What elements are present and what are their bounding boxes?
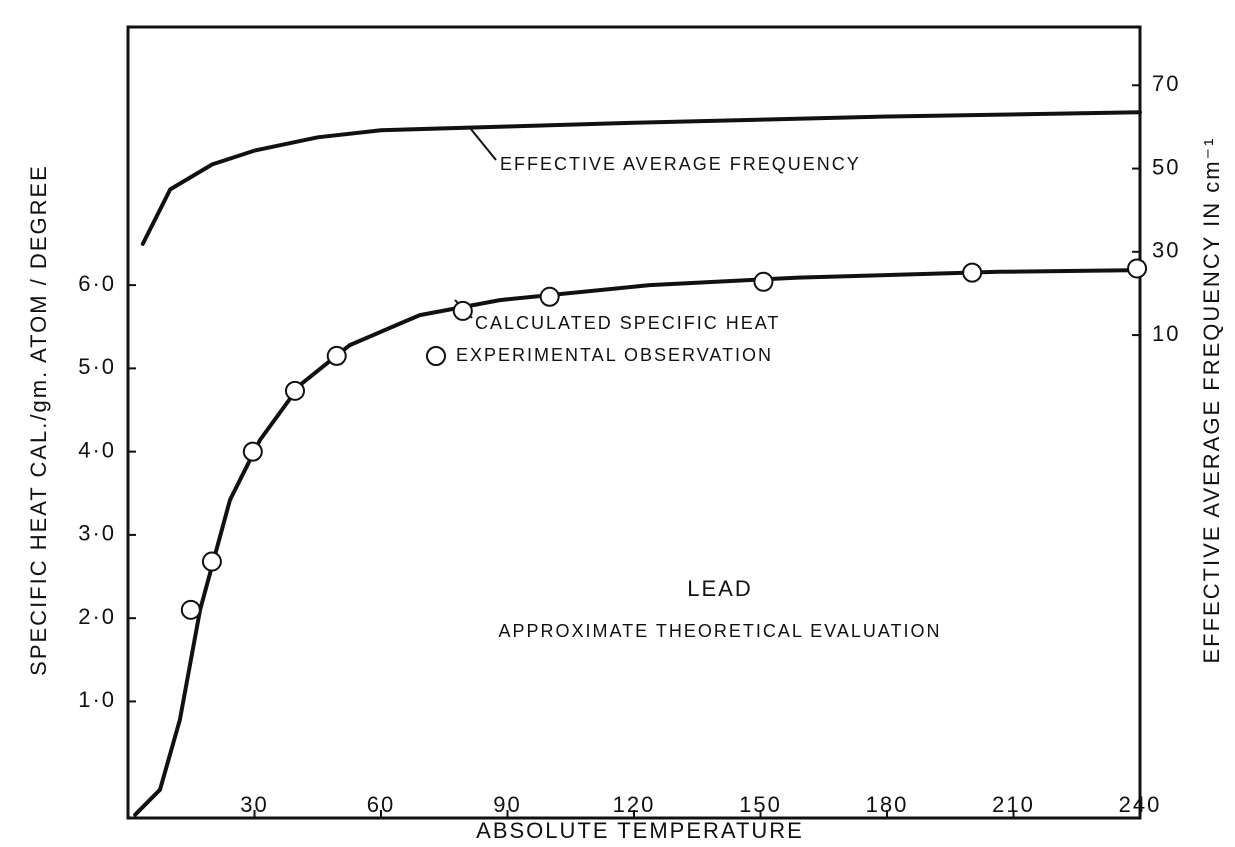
data-point [326,345,347,366]
legend-label: EXPERIMENTAL OBSERVATION [456,345,773,365]
y-tick-label: 1·0 [78,687,116,712]
data-point [452,300,473,321]
data-point [962,262,983,283]
x-axis-label: ABSOLUTE TEMPERATURE [476,818,804,843]
data-point [1127,258,1148,279]
legend-marker [426,346,446,366]
y-tick-label: 2·0 [78,604,116,629]
curve [133,268,1142,817]
curve-label: EFFECTIVE AVERAGE FREQUENCY [500,154,861,174]
data-point [201,551,222,572]
data-point [242,441,263,462]
y-axis-label: SPECIFIC HEAT CAL./gm. ATOM / DEGREE [26,164,51,676]
x-tick-label: 150 [739,792,782,817]
curve [140,110,1142,246]
x-tick-label: 120 [613,792,656,817]
y2-tick-label: 70 [1152,71,1180,96]
x-tick-label: 180 [866,792,909,817]
y2-tick-label: 30 [1152,238,1180,263]
y-tick-label: 3·0 [78,521,116,546]
leader-line [469,127,497,161]
x-tick-label: 90 [493,792,521,817]
annotation: LEAD [687,576,752,601]
data-point [539,286,560,307]
legend-label: CALCULATED SPECIFIC HEAT [475,313,780,333]
y2-axis-label: EFFECTIVE AVERAGE FREQUENCY IN cm⁻¹ [1199,137,1224,664]
y2-tick-label: 10 [1152,321,1180,346]
y2-tick-label: 50 [1152,154,1180,179]
x-tick-label: 60 [367,792,395,817]
y-tick-label: 6·0 [78,271,116,296]
data-point [753,271,774,292]
y-tick-label: 4·0 [78,437,116,462]
data-point [284,380,305,401]
data-point [180,599,201,620]
x-tick-label: 30 [240,792,268,817]
x-tick-label: 240 [1119,792,1162,817]
x-tick-label: 210 [992,792,1035,817]
y-tick-label: 5·0 [78,354,116,379]
annotation: APPROXIMATE THEORETICAL EVALUATION [498,621,941,641]
